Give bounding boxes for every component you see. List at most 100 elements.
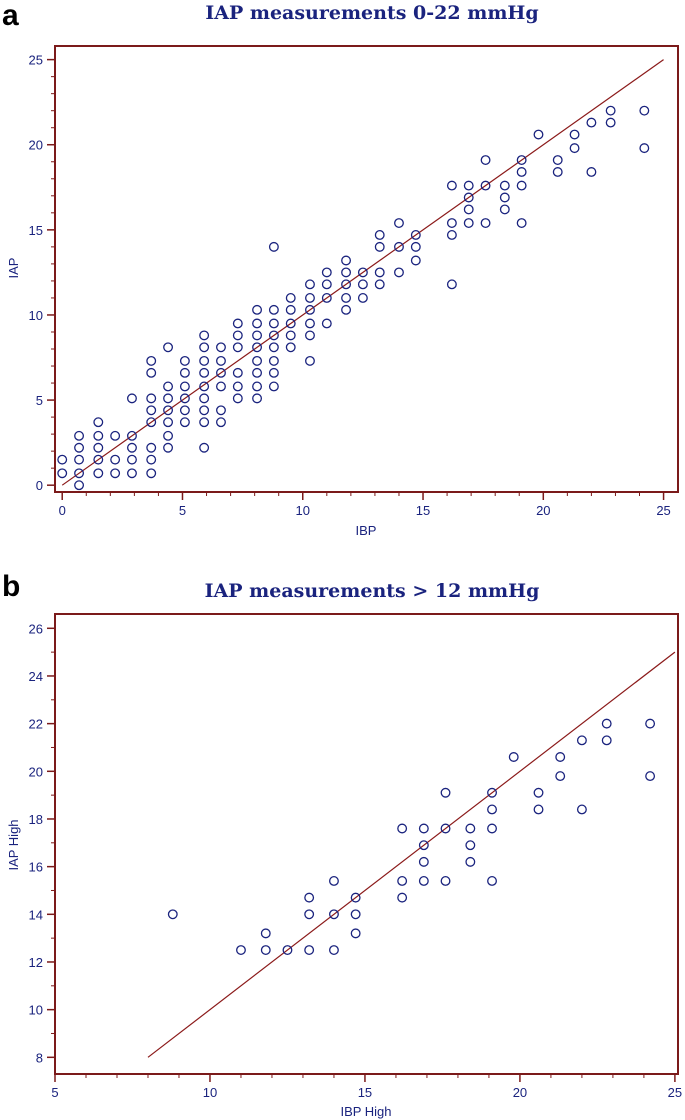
data-point-a xyxy=(93,417,104,428)
data-point-b xyxy=(533,804,544,815)
x-tick-label-a: 5 xyxy=(179,503,186,518)
data-point-a xyxy=(252,393,263,404)
data-point-a xyxy=(199,417,210,428)
data-point-b xyxy=(555,771,566,782)
data-point-a xyxy=(569,129,580,140)
data-point-a xyxy=(605,117,616,128)
data-point-a xyxy=(463,180,474,191)
data-point-a xyxy=(463,192,474,203)
data-point-b xyxy=(487,823,497,834)
data-point-a xyxy=(586,167,597,177)
x-tick-label-b: 20 xyxy=(513,1085,527,1100)
data-point-a xyxy=(394,218,404,228)
plot-b: 5 10 15 20 25 8 10 12 14 16 18 20 22 24 26 xyxy=(29,613,682,1100)
data-point-a xyxy=(321,318,332,329)
y-tick-label-b: 10 xyxy=(29,1003,43,1018)
data-point-a xyxy=(146,468,157,479)
data-point-a xyxy=(93,430,104,441)
plot-frame-a xyxy=(54,45,679,493)
data-point-a xyxy=(163,405,174,416)
data-point-a xyxy=(163,381,174,392)
data-point-a xyxy=(268,381,279,392)
data-point-b xyxy=(350,909,361,920)
data-point-b xyxy=(329,909,339,920)
identity-line-b xyxy=(147,651,676,1058)
data-point-b xyxy=(465,840,476,851)
y-tick-label-a: 5 xyxy=(36,393,43,408)
data-point-a xyxy=(268,304,279,315)
data-point-a xyxy=(57,468,68,479)
data-point-a xyxy=(179,417,190,428)
data-point-a xyxy=(463,218,474,228)
data-point-a xyxy=(252,381,263,392)
data-point-a xyxy=(163,393,174,404)
data-point-a xyxy=(127,393,137,404)
data-point-a xyxy=(199,330,210,341)
data-point-a xyxy=(252,367,263,378)
data-point-a xyxy=(285,292,296,303)
y-tick-label-a: 0 xyxy=(36,478,43,493)
data-point-b xyxy=(329,875,339,886)
data-point-a xyxy=(232,381,243,392)
data-point-a xyxy=(199,381,210,392)
x-tick-label-a: 20 xyxy=(536,503,550,518)
data-point-a xyxy=(394,241,404,252)
data-point-b xyxy=(533,787,544,798)
data-point-a xyxy=(74,480,85,491)
y-tick-label-b: 12 xyxy=(29,955,43,970)
data-point-a xyxy=(341,267,352,278)
data-point-b xyxy=(304,892,315,903)
data-point-b xyxy=(236,945,246,956)
data-point-a xyxy=(268,342,279,353)
x-tick-label-b: 10 xyxy=(203,1085,217,1100)
y-tick-label-b: 24 xyxy=(29,669,43,684)
data-point-a xyxy=(163,430,174,441)
data-point-b xyxy=(418,840,429,851)
data-point-a xyxy=(480,155,491,166)
data-point-a xyxy=(199,393,210,404)
data-point-a xyxy=(127,442,137,453)
y-axis-label-a: IAP xyxy=(6,258,21,279)
data-point-a xyxy=(146,454,157,465)
data-point-a xyxy=(499,192,510,203)
data-point-b xyxy=(350,892,361,903)
data-point-a xyxy=(74,468,85,479)
data-point-a xyxy=(268,330,279,341)
data-point-a xyxy=(305,355,315,366)
data-point-a xyxy=(321,279,332,290)
x-axis-label-a: IBP xyxy=(356,523,377,538)
data-point-a xyxy=(216,355,226,366)
data-point-a xyxy=(179,355,190,366)
x-axis-label-b: IBP High xyxy=(340,1104,391,1119)
data-point-a xyxy=(569,143,580,154)
data-point-a xyxy=(410,255,421,266)
data-point-b xyxy=(487,787,497,798)
data-point-b xyxy=(576,804,587,815)
data-point-a xyxy=(533,129,544,140)
data-point-a xyxy=(480,218,491,228)
data-point-b xyxy=(418,875,429,886)
data-point-a xyxy=(639,105,650,116)
data-point-a xyxy=(321,267,332,278)
data-point-a xyxy=(605,105,616,116)
data-point-a xyxy=(74,430,85,441)
data-point-a xyxy=(199,342,210,353)
data-point-a xyxy=(179,393,190,404)
plot-a: 0 5 10 15 20 25 0 5 10 15 20 25 xyxy=(29,45,679,518)
data-point-a xyxy=(268,367,279,378)
data-point-a xyxy=(216,405,226,416)
data-point-a xyxy=(110,430,121,441)
data-point-a xyxy=(410,241,421,252)
data-point-a xyxy=(305,279,315,290)
data-point-a xyxy=(552,167,563,177)
data-point-a xyxy=(446,230,457,240)
data-point-a xyxy=(516,155,527,166)
data-point-a xyxy=(146,393,157,404)
data-point-a xyxy=(252,330,263,341)
data-point-a xyxy=(57,454,68,465)
data-point-a xyxy=(357,267,368,278)
data-point-b xyxy=(418,823,429,834)
data-point-b xyxy=(304,945,315,956)
data-point-a xyxy=(586,117,597,128)
